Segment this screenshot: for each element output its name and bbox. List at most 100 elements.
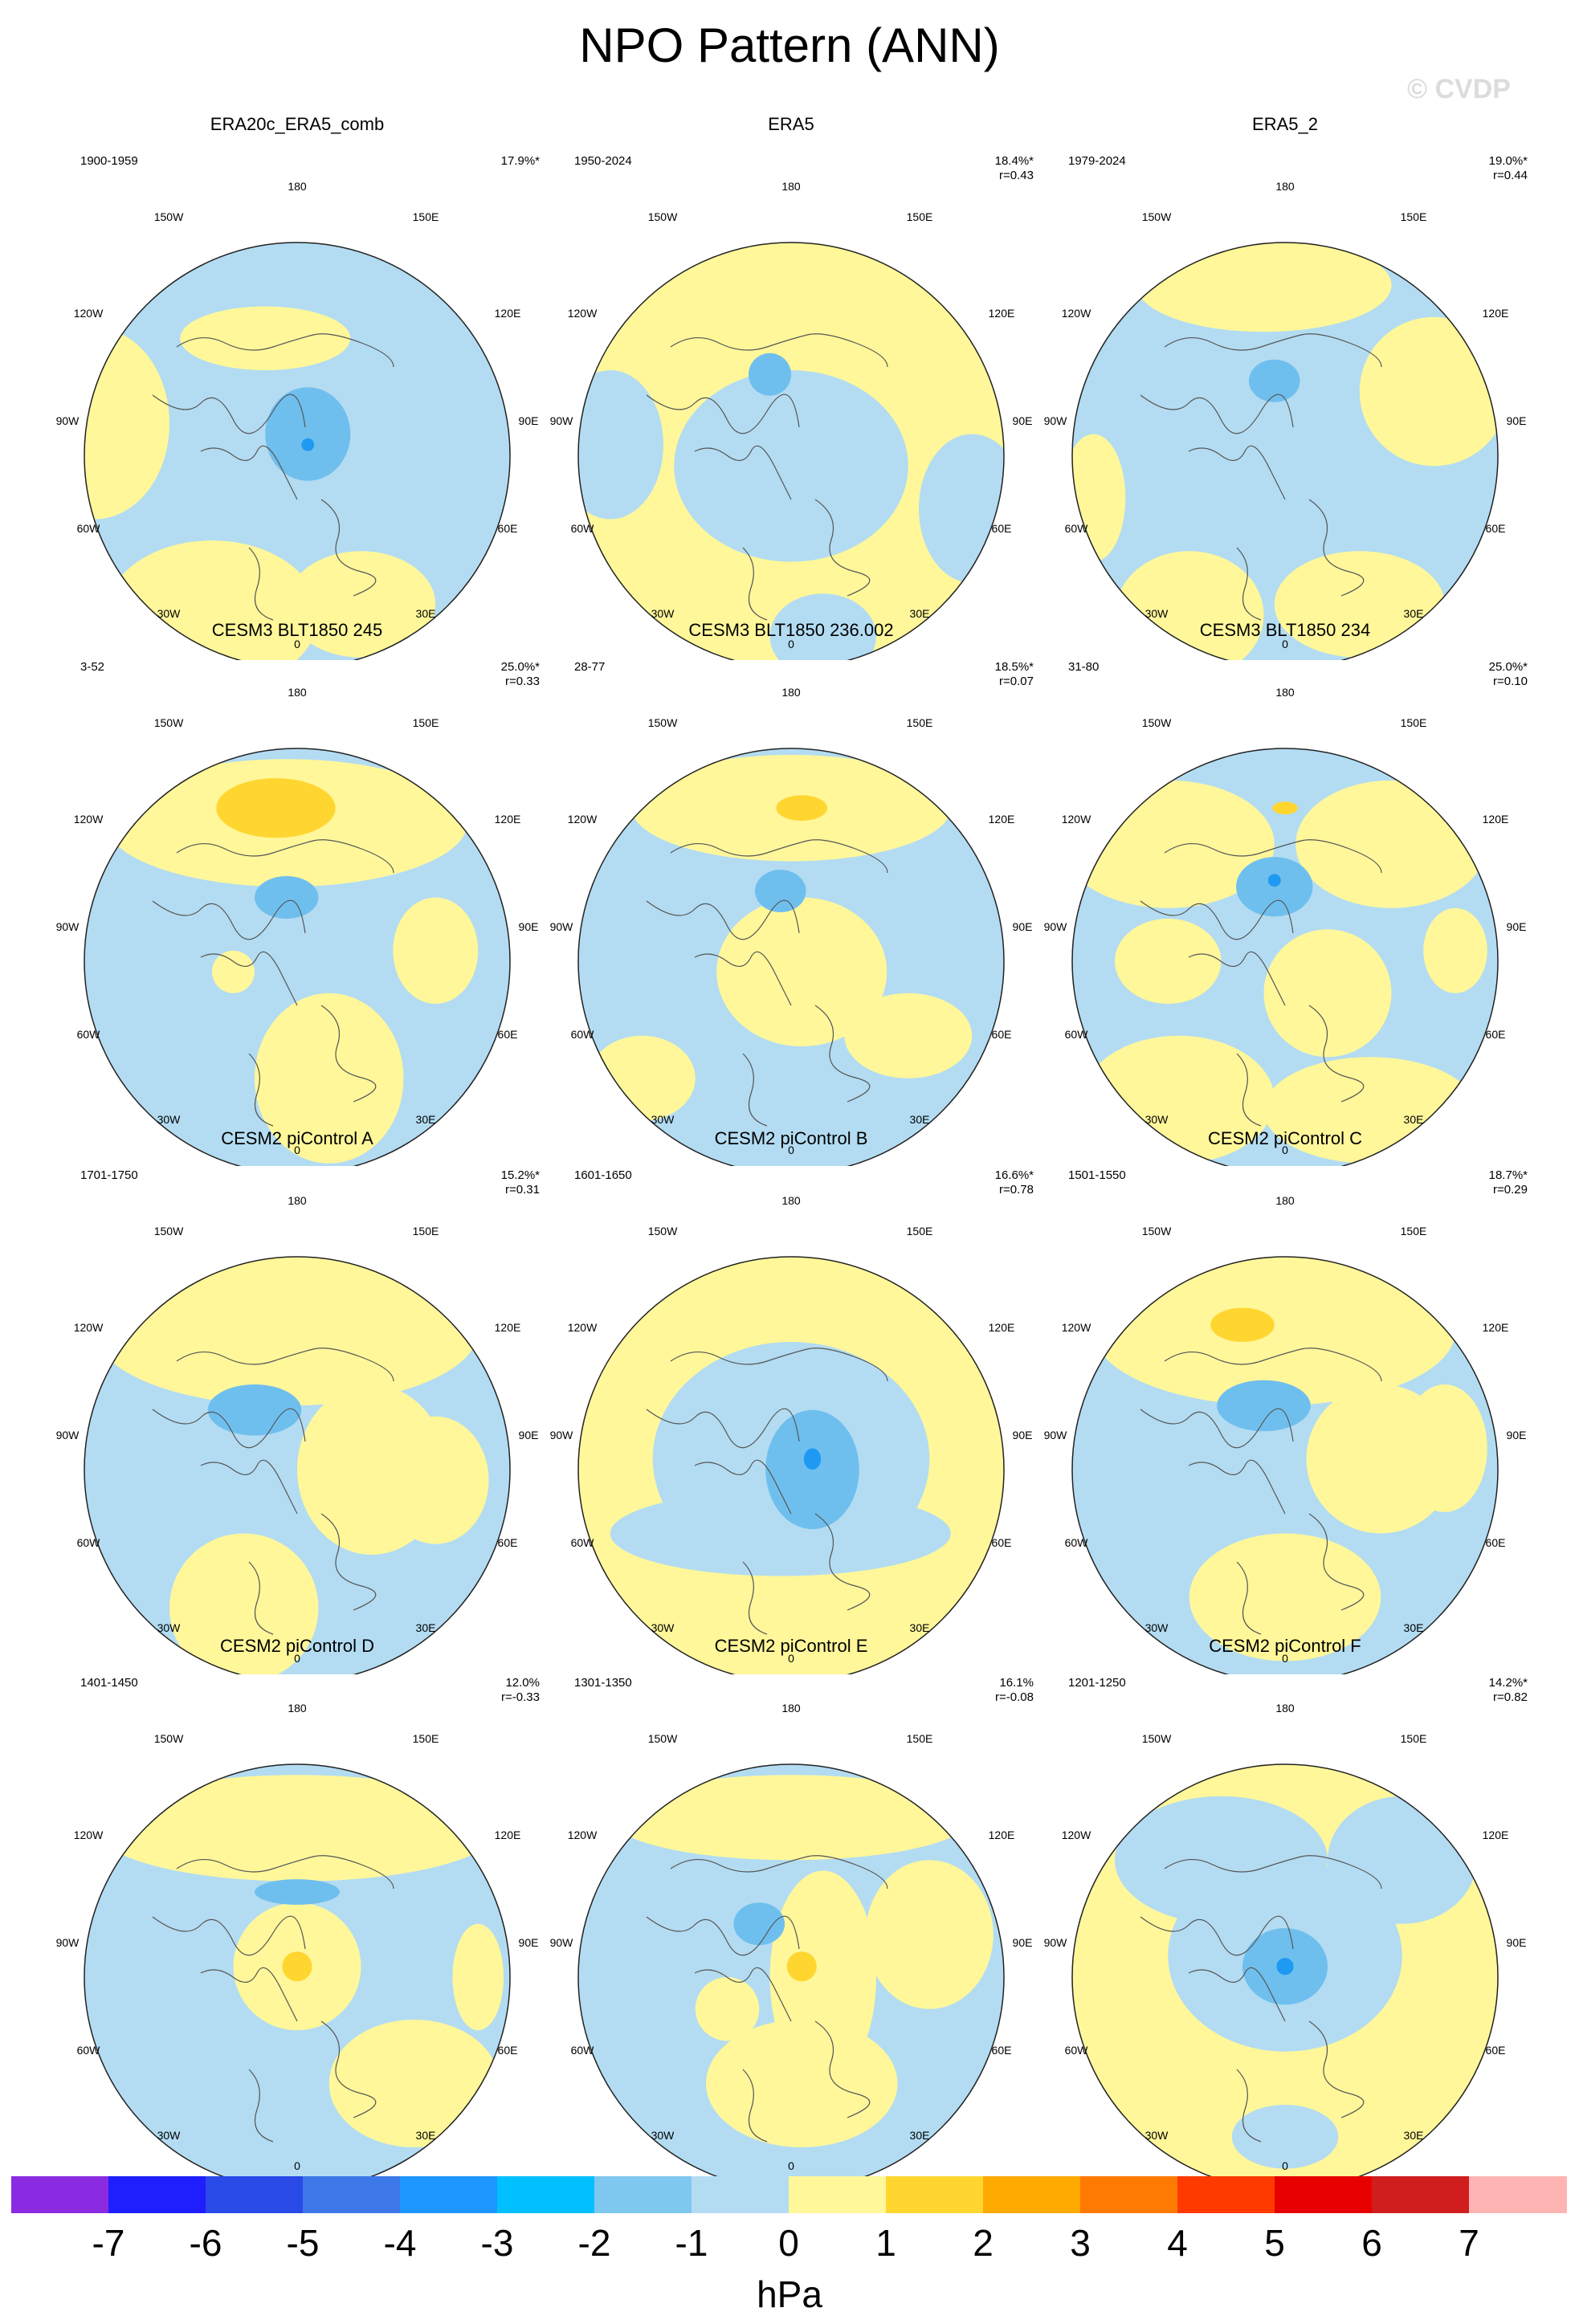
longitude-label: 60W [76,522,100,535]
longitude-label: 150W [153,716,184,729]
map-boundary [1071,1256,1499,1674]
map-boundary [84,1763,511,2182]
anomaly-field [1072,243,1498,660]
panel-title: ERA5 [768,114,814,134]
longitude-label: 60W [570,522,594,535]
colorbar-segment [1177,2176,1275,2213]
anomaly-field [84,748,510,1166]
panel-title: CESM3 BLT1850 234 [1199,620,1371,640]
map-panel: CESM3 BLT1850 245 3-52 25.0%* r=0.33 180 150W… [56,620,540,1166]
longitude-label: 60E [1485,2044,1506,2057]
variance-explained: 15.2%* [500,1168,540,1182]
polar-map [577,1256,1005,1674]
longitude-label: 60E [991,2044,1012,2057]
polar-map [1071,1763,1499,2182]
positive-anomaly-region [84,328,169,520]
panel-period: 1950-2024 [574,154,632,168]
positive-anomaly-region [1189,1533,1381,1661]
pattern-correlation: r=-0.33 [501,1690,540,1704]
coastline [152,1855,394,2143]
longitude-label: 0 [788,1144,794,1156]
longitude-label: 30W [1144,1621,1169,1634]
longitude-label: 150E [412,716,439,729]
map-panel: ERA20c_ERA5_comb 1900-1959 17.9%* 180 150W 15… [56,114,540,660]
colorbar-segment [594,2176,692,2213]
longitude-label: 90W [1043,920,1067,933]
positive-anomaly-region [695,1977,760,2041]
map-boundary [577,1763,1005,2182]
polar-map [84,242,511,660]
figure-title: NPO Pattern (ANN) [579,18,1000,72]
coastline [646,1855,888,2143]
longitude-label: 0 [1282,2159,1288,2172]
map-panel: ERA5_2 1979-2024 19.0%* r=0.44 180 150W 150E 12… [1044,114,1528,660]
longitude-label: 120E [1482,1829,1509,1841]
longitude-label: 90E [518,1429,539,1441]
pattern-correlation: r=0.07 [999,675,1034,688]
positive-anomaly-region [328,2020,500,2147]
longitude-label: 120W [567,307,598,320]
longitude-label: 90E [1506,920,1527,933]
negative-core-region [301,438,315,451]
strong-positive-region [1210,1307,1275,1342]
longitude-label: 120E [988,1321,1015,1334]
coastline [152,333,394,621]
longitude-label: 120E [494,1829,521,1841]
longitude-label: 0 [294,2159,300,2172]
polar-map [577,242,1005,660]
negative-anomaly-region [578,370,663,520]
panel-stats: 25.0%* r=0.33 [501,660,540,689]
map-boundary [577,1256,1005,1674]
longitude-label: 120W [1061,813,1091,826]
longitude-label: 150W [153,1732,184,1745]
longitude-label: 30E [415,1113,436,1126]
longitude-label: 30W [651,2129,675,2142]
longitude-label: 150W [1141,210,1172,223]
pattern-correlation: r=-0.08 [995,1690,1034,1704]
positive-anomaly-region [1263,929,1392,1058]
variance-explained: 12.0% [505,1676,540,1690]
strong-negative-region [733,1902,785,1946]
longitude-label: 120W [567,1829,598,1841]
longitude-label: 0 [294,1652,300,1665]
colorbar-segment [497,2176,595,2213]
pattern-correlation: r=0.33 [505,675,540,688]
longitude-label: 120W [567,813,598,826]
positive-anomaly-region [865,1860,994,2009]
strong-negative-region [255,876,319,919]
pattern-correlation: r=0.29 [1493,1183,1528,1197]
panel-period: 1201-1250 [1068,1676,1126,1690]
panel-title: CESM2 piControl E [714,1636,868,1656]
longitude-label: 180 [781,180,801,193]
longitude-label: 120W [73,1829,104,1841]
longitude-label: 150E [412,210,439,223]
longitude-label: 90E [1506,414,1527,427]
strong-positive-region [1272,801,1298,815]
panel-period: 1501-1550 [1068,1168,1126,1182]
positive-anomaly-region [393,897,479,1004]
longitude-label: 150W [153,1225,184,1237]
colorbar-segment [303,2176,401,2213]
strong-negative-region [765,1409,859,1530]
panel-period: 1401-1450 [80,1676,138,1690]
panel-period: 31-80 [1068,660,1100,674]
anomaly-field [84,1764,510,2182]
anomaly-field [578,1764,1004,2182]
panel-stats: 12.0% r=-0.33 [501,1676,540,1705]
longitude-label: 120W [73,307,104,320]
longitude-label: 120E [1482,307,1509,320]
longitude-label: 120E [988,307,1015,320]
map-panel: CESM2 piControl A 1701-1750 15.2%* r=0.31 18… [56,1128,540,1674]
anomaly-field [578,243,1004,660]
map-boundary [84,748,511,1166]
panel-title: CESM2 piControl A [221,1128,373,1148]
longitude-label: 0 [1282,1144,1288,1156]
longitude-label: 30W [1144,1113,1169,1126]
longitude-label: 150E [906,210,933,223]
panel-title: CESM3 BLT1850 245 [211,620,383,640]
longitude-label: 150W [153,210,184,223]
panel-title: ERA20c_ERA5_comb [210,114,385,134]
colorbar-tick-label: 6 [1361,2222,1382,2264]
panel-period: 1900-1959 [80,154,138,168]
longitude-label: 0 [788,1652,794,1665]
